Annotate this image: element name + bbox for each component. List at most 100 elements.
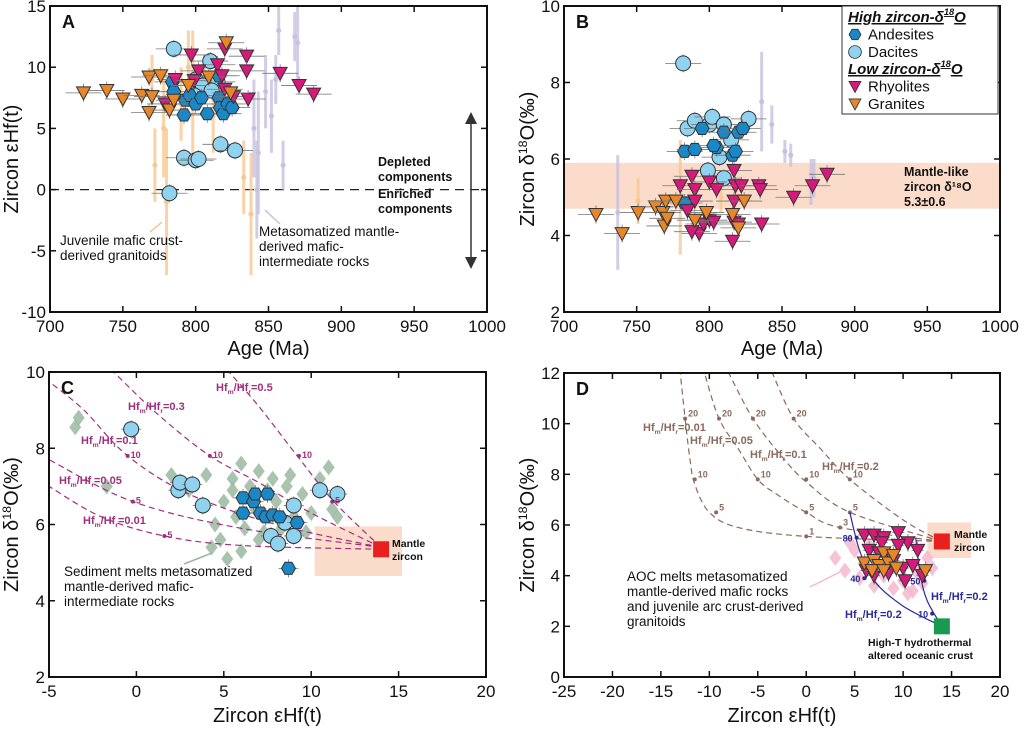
label-part: Hf <box>128 401 140 413</box>
curve-tick-label: 5 <box>335 496 340 506</box>
curve-tick-mark <box>847 477 852 482</box>
granite-point <box>180 79 197 94</box>
y-tick-label: -10 <box>21 303 46 322</box>
granite-point <box>856 556 873 572</box>
curve-tick-label: 5 <box>809 502 814 512</box>
reference-point <box>635 198 641 204</box>
rhyolite-point <box>238 64 255 79</box>
andesite-point <box>280 561 297 575</box>
label-part: m <box>71 482 77 489</box>
reference-point <box>152 162 158 168</box>
label-part: Zircon εHf(t) <box>1 105 23 214</box>
rhyolite-point <box>752 183 769 198</box>
y-tick-label: 8 <box>551 465 560 484</box>
label-part: r <box>115 522 118 529</box>
juvenile-arrow <box>149 221 163 233</box>
annotation-text: derived mafic- <box>259 239 344 254</box>
legend-label: Granites <box>868 96 925 113</box>
plot-area <box>50 6 487 276</box>
field-diamond <box>217 493 230 510</box>
mantle-zircon-marker <box>933 533 950 550</box>
curve-tick-label: 3 <box>843 518 848 528</box>
annotation-text: mantle-derived mafic rocks <box>627 584 789 599</box>
x-axis-label: Age (Ma) <box>741 338 823 360</box>
y-tick-label: 0 <box>551 668 560 687</box>
annotation-text: Depleted <box>378 155 431 169</box>
panel-label: A <box>62 12 75 32</box>
annotation-text: and juvenile arc crust-derived <box>627 599 803 614</box>
curve-tick-mark <box>791 416 796 421</box>
reference-point <box>615 210 621 216</box>
rhyolite-point <box>873 536 890 551</box>
curve-tick-mark <box>717 416 722 421</box>
granite-point <box>588 207 604 223</box>
reference-point <box>295 40 301 46</box>
label-part: Hf <box>81 435 93 447</box>
x-tick-label: 700 <box>36 317 64 336</box>
label-part: Hf <box>690 435 702 447</box>
rhyolite-point <box>238 49 255 65</box>
annotation-text: Sediment melts metasomatized <box>64 564 252 579</box>
x-axis-label: Zircon εHf(t) <box>728 705 837 727</box>
label-part: m <box>228 389 234 396</box>
curve-label: Hfm/Hfr=0.01 <box>643 422 706 436</box>
label-part: r <box>160 408 163 415</box>
mantle-zircon-label: Mantle <box>392 538 425 550</box>
field-diamond <box>238 520 251 537</box>
curve-tick-mark <box>854 535 859 540</box>
plot-area <box>679 373 971 635</box>
mixing-curve <box>679 373 942 543</box>
label-part: r <box>248 389 251 396</box>
rhyolite-point <box>708 183 725 198</box>
y-tick-label: -5 <box>31 242 46 261</box>
altered-oceanic-crust-label: altered oceanic crust <box>868 650 974 662</box>
field-diamond <box>100 478 113 495</box>
dacite-point <box>285 527 302 544</box>
granite-point <box>133 88 150 104</box>
label-part: /Hf <box>77 475 92 487</box>
curve-label: Hfm/Hfr=0.2 <box>845 609 902 623</box>
rhyolite-point <box>804 179 821 194</box>
reference-point <box>280 162 286 168</box>
label-part: Hf <box>750 449 762 461</box>
curve-tick-mark <box>804 510 809 515</box>
dacite-point <box>212 136 229 153</box>
field-diamond <box>887 580 900 597</box>
reference-point <box>292 34 298 40</box>
label-part: Hf <box>59 475 71 487</box>
curve-label: Hfm/Hfr=0.05 <box>59 475 122 489</box>
annotation-text: AOC melts metasomatized <box>627 569 788 584</box>
label-part: Hf <box>83 515 95 527</box>
rhyolite-point <box>214 69 230 84</box>
curve-label: Hfm/Hfr=0.01 <box>83 515 146 529</box>
curve-tick-mark <box>130 499 135 504</box>
label-part: Zircon δ <box>517 520 539 592</box>
field-diamond <box>221 550 234 567</box>
label-part: Hf <box>822 461 834 473</box>
x-tick-label: 900 <box>840 317 868 336</box>
label-part: r <box>963 598 966 605</box>
x-tick-label: -25 <box>552 682 577 701</box>
rhyolite-point <box>167 72 184 88</box>
field-diamond <box>838 562 851 579</box>
label-part: =0.05 <box>94 475 122 487</box>
x-tick-label: 15 <box>942 682 961 701</box>
label-part: r <box>675 429 678 436</box>
y-tick-label: 6 <box>551 150 560 169</box>
label-part: r <box>782 456 785 463</box>
field-diamond <box>322 459 335 476</box>
curve-tick-mark <box>125 453 130 458</box>
x-tick-label: 0 <box>132 682 141 701</box>
label-part: /Hf <box>661 422 676 434</box>
label-part: /Hf <box>234 382 249 394</box>
rhyolite-point <box>209 58 226 73</box>
rhyolite-point <box>291 79 307 94</box>
field-diamond <box>829 549 842 566</box>
y-axis-label: Zircon εHf(t) <box>1 105 23 214</box>
annotation-text: granitoids <box>627 614 686 629</box>
reference-point <box>718 194 724 200</box>
label-part: O <box>954 9 966 26</box>
granite-point <box>98 83 115 99</box>
label-part: /Hf <box>99 435 114 447</box>
granite-point <box>917 564 934 579</box>
